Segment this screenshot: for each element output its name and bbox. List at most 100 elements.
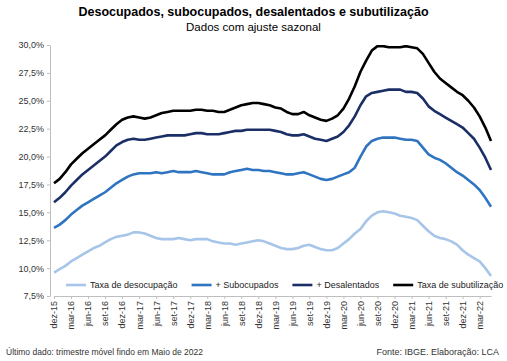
x-tick-label: set-17 — [169, 301, 179, 326]
x-tick-mark — [326, 296, 327, 299]
x-tick-label: mar-21 — [407, 301, 417, 330]
x-tick-mark — [190, 296, 191, 299]
y-tick-label: 17,5% — [18, 180, 44, 190]
x-tick: jun-17 — [152, 296, 162, 327]
x-tick: set-19 — [305, 296, 315, 326]
y-tick-mark — [47, 129, 50, 130]
x-tick-mark — [71, 296, 72, 299]
x-tick-mark — [241, 296, 242, 299]
x-tick: mar-19 — [271, 296, 281, 330]
x-tick-label: dez-19 — [322, 301, 332, 329]
y-tick: 25,0% — [18, 96, 50, 106]
x-tick-mark — [88, 296, 89, 299]
legend-item: Taxa de subutilização — [393, 280, 503, 290]
x-tick-mark — [292, 296, 293, 299]
x-tick: dez-21 — [458, 296, 468, 329]
x-tick-label: dez-20 — [390, 301, 400, 329]
y-tick-mark — [47, 268, 50, 269]
y-tick-label: 22,5% — [18, 124, 44, 134]
legend-item: + Subocupados — [192, 280, 279, 290]
x-tick-label: mar-17 — [135, 301, 145, 330]
x-tick-label: mar-18 — [203, 301, 213, 330]
subtitle: Dados com ajuste sazonal — [186, 21, 321, 33]
x-tick: jun-21 — [424, 296, 434, 327]
legend: Taxa de desocupação + Subocupados + Desale… — [66, 280, 503, 290]
y-tick-label: 10,0% — [18, 263, 44, 273]
x-tick-label: jun-18 — [220, 301, 230, 327]
x-tick: dez-17 — [186, 296, 196, 329]
series-line — [54, 211, 491, 276]
x-tick: jun-19 — [288, 296, 298, 327]
y-tick-mark — [47, 101, 50, 102]
x-tick-label: jun-20 — [356, 301, 366, 327]
x-axis-line — [55, 296, 492, 297]
x-tick-label: set-20 — [373, 301, 383, 326]
x-tick-mark — [480, 296, 481, 299]
series-line — [54, 138, 491, 228]
x-tick: set-18 — [237, 296, 247, 326]
legend-label: + Desalentados — [316, 280, 379, 290]
y-tick-mark — [47, 296, 50, 297]
legend-label: Taxa de desocupação — [90, 280, 178, 290]
x-tick: set-17 — [169, 296, 179, 326]
x-tick: dez-15 — [49, 296, 59, 329]
y-tick: 7,5% — [23, 291, 50, 301]
y-tick-label: 25,0% — [18, 96, 44, 106]
x-tick-mark — [156, 296, 157, 299]
y-tick: 30,0% — [18, 40, 50, 50]
x-tick-mark — [139, 296, 140, 299]
y-tick-mark — [47, 45, 50, 46]
x-tick-label: mar-20 — [339, 301, 349, 330]
x-tick-label: set-21 — [441, 301, 451, 326]
x-tick-mark — [463, 296, 464, 299]
y-tick: 22,5% — [18, 124, 50, 134]
y-tick: 27,5% — [18, 68, 50, 78]
x-tick-label: jun-19 — [288, 301, 298, 327]
lines — [54, 46, 491, 276]
x-tick-label: dez-18 — [254, 301, 264, 329]
title: Desocupados, subocupados, desalentados e… — [78, 5, 428, 19]
x-tick: dez-20 — [390, 296, 400, 329]
y-tick: 20,0% — [18, 152, 50, 162]
y-tick-mark — [47, 240, 50, 241]
x-tick-mark — [446, 296, 447, 299]
x-tick-mark — [377, 296, 378, 299]
x-tick-mark — [412, 296, 413, 299]
x-tick-mark — [207, 296, 208, 299]
y-tick-mark — [47, 184, 50, 185]
y-tick-mark — [47, 157, 50, 158]
x-tick-label: dez-21 — [458, 301, 468, 329]
x-tick: dez-19 — [322, 296, 332, 329]
x-tick-label: mar-19 — [271, 301, 281, 330]
y-tick-label: 7,5% — [23, 291, 44, 301]
x-tick-label: mar-16 — [66, 301, 76, 330]
x-tick-label: mar-22 — [475, 301, 485, 330]
x-tick-mark — [309, 296, 310, 299]
legend-swatch — [66, 284, 86, 287]
x-tick: mar-21 — [407, 296, 417, 330]
x-tick-mark — [224, 296, 225, 299]
y-tick-mark — [47, 73, 50, 74]
x-tick-mark — [122, 296, 123, 299]
y-tick-label: 20,0% — [18, 152, 44, 162]
y-tick: 15,0% — [18, 208, 50, 218]
x-tick: set-21 — [441, 296, 451, 326]
legend-swatch — [292, 284, 312, 287]
x-tick: dez-18 — [254, 296, 264, 329]
source: Fonte: IBGE. Elaboração: LCA — [376, 347, 499, 357]
footnote: Último dado: trimestre móvel findo em Ma… — [6, 347, 203, 357]
y-tick: 17,5% — [18, 180, 50, 190]
y-tick-label: 27,5% — [18, 68, 44, 78]
y-axis-line — [50, 46, 51, 297]
y-tick-label: 15,0% — [18, 208, 44, 218]
x-tick-mark — [173, 296, 174, 299]
legend-label: + Subocupados — [216, 280, 279, 290]
x-tick: jun-20 — [356, 296, 366, 327]
x-tick-label: set-18 — [237, 301, 247, 326]
x-tick: mar-16 — [66, 296, 76, 330]
legend-item: Taxa de desocupação — [66, 280, 178, 290]
x-tick: set-16 — [100, 296, 110, 326]
x-tick: jun-16 — [83, 296, 93, 327]
chart: Desocupados, subocupados, desalentados e… — [0, 0, 507, 361]
x-tick: mar-22 — [475, 296, 485, 330]
